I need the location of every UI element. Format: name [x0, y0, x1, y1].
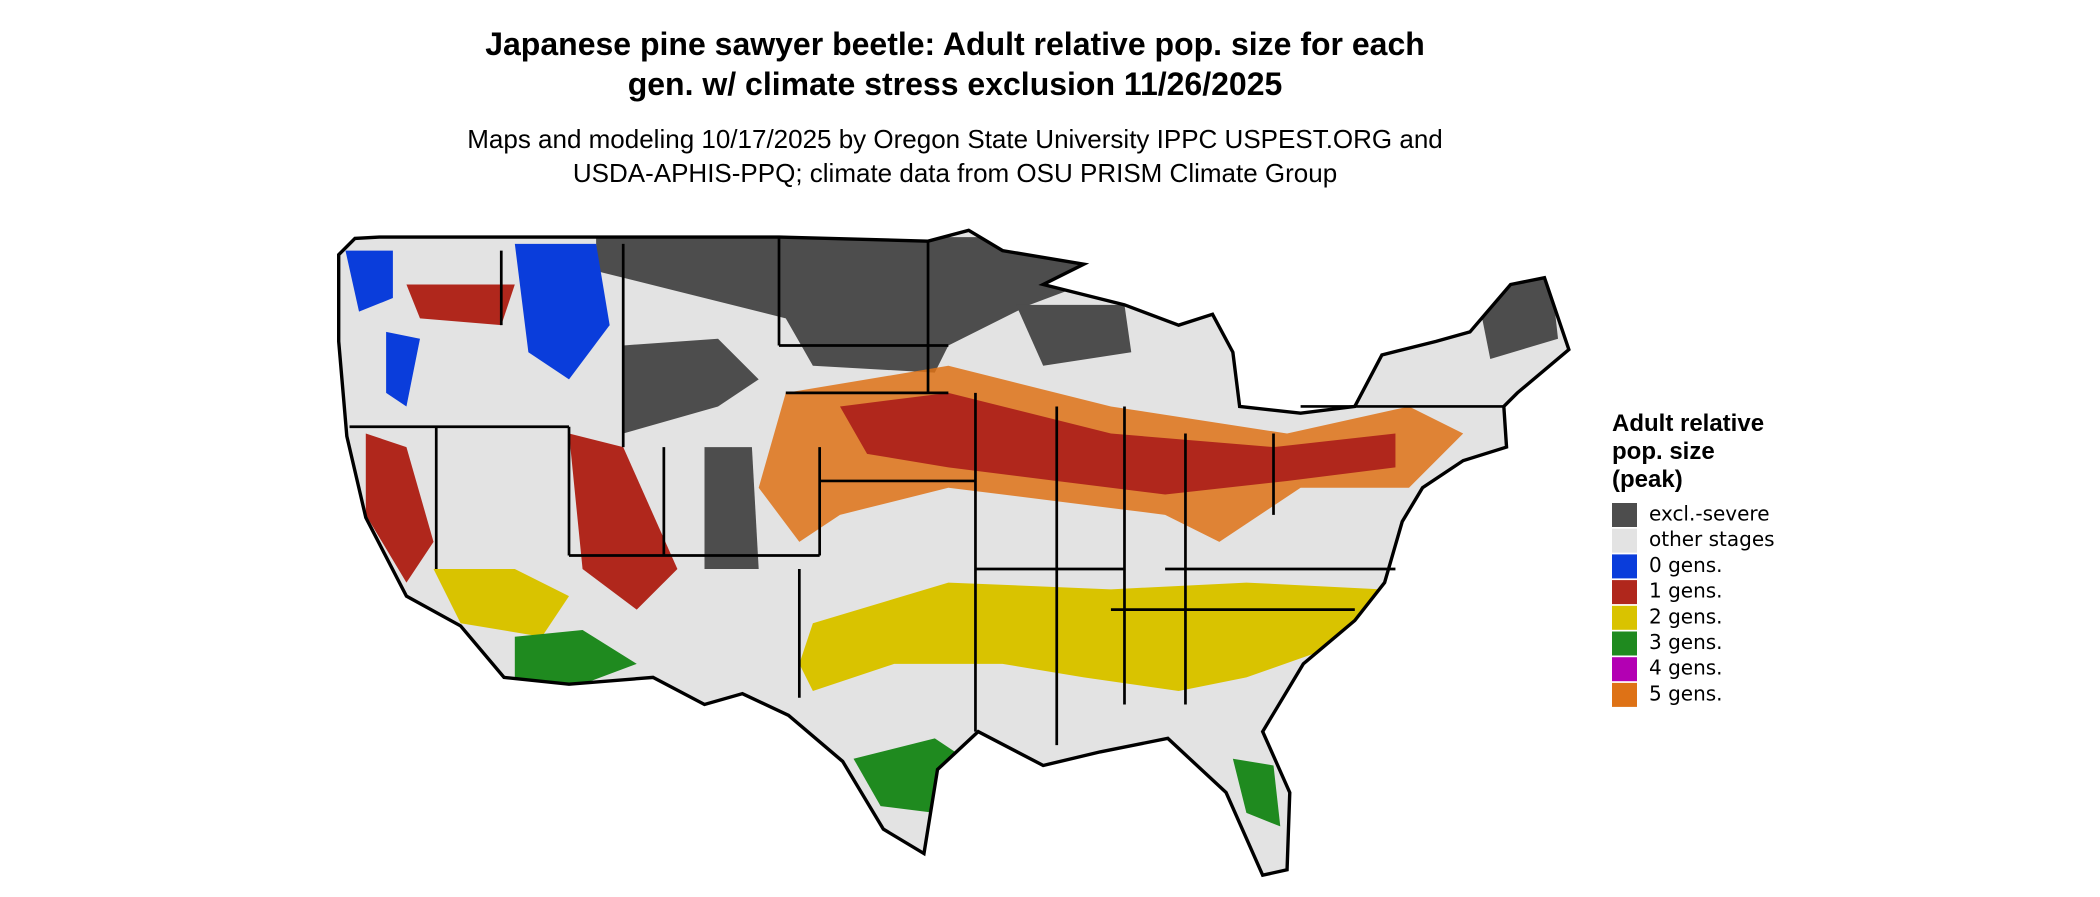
region-2gen [433, 569, 570, 637]
legend-swatch [1612, 657, 1637, 682]
legend-swatch [1612, 605, 1637, 630]
legend-swatch [1612, 631, 1637, 656]
legend-title: (peak) [1612, 466, 1683, 493]
region-1gen [406, 284, 515, 326]
region-1gen [569, 433, 678, 610]
titles: Japanese pine sawyer beetle: Adult relat… [467, 26, 1443, 188]
legend-label: 3 gens. [1649, 630, 1723, 654]
region-3gen [514, 629, 637, 685]
region-excluded [1016, 304, 1132, 366]
region-3gen [1232, 758, 1281, 827]
title: Japanese pine sawyer beetle: Adult relat… [485, 26, 1425, 62]
us-outline [337, 228, 1571, 878]
legend-swatch [1612, 503, 1637, 527]
region-1gen [839, 392, 1396, 495]
region-1gen [365, 433, 434, 583]
region-0gen [386, 331, 420, 407]
subtitle: USDA-APHIS-PPQ; climate data from OSU PR… [573, 158, 1337, 188]
legend-label: other stages [1649, 527, 1775, 551]
region-0gen [514, 243, 610, 380]
subtitle: Maps and modeling 10/17/2025 by Oregon S… [467, 124, 1443, 154]
legend-swatch [1612, 554, 1637, 579]
legend-label: excl.-severe [1649, 502, 1770, 526]
legend-label: 4 gens. [1649, 656, 1723, 680]
legend-label: 0 gens. [1649, 553, 1723, 577]
us-map [337, 228, 1571, 878]
legend-label: 2 gens. [1649, 604, 1723, 628]
region-excluded [704, 447, 759, 570]
legend-title: Adult relative [1612, 410, 1764, 437]
legend-label: 5 gens. [1649, 681, 1723, 705]
state-borders [349, 237, 1504, 746]
legend-swatch [1612, 528, 1637, 553]
legend-swatch [1612, 580, 1637, 605]
map-fill [338, 230, 1569, 876]
legend-title: pop. size [1612, 438, 1715, 465]
region-0gen [345, 250, 393, 312]
region-excluded [623, 338, 759, 434]
legend-label: 1 gens. [1649, 579, 1723, 603]
legend-swatch [1612, 682, 1637, 707]
title: gen. w/ climate stress exclusion 11/26/2… [628, 66, 1283, 102]
